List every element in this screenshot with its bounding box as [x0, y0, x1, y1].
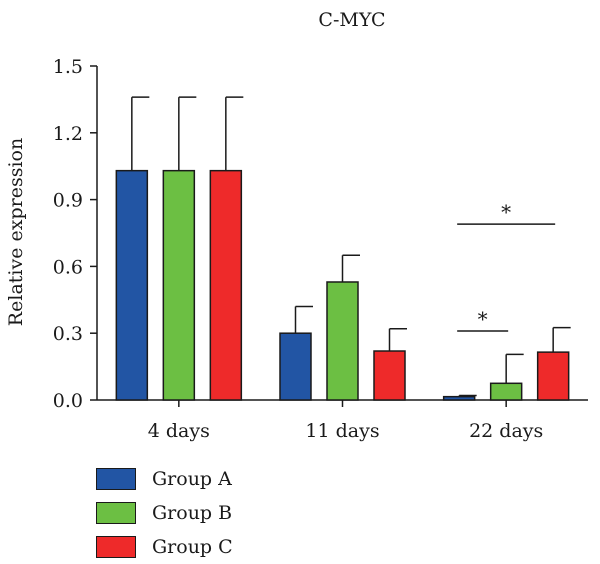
- x-tick-label: 4 days: [148, 420, 210, 442]
- bar: [162, 169, 196, 401]
- bar: [115, 169, 149, 401]
- significance-marker: *: [501, 200, 511, 224]
- legend-swatch-group-c: [96, 536, 136, 558]
- y-tick-label: 1.2: [53, 123, 83, 145]
- bar: [489, 382, 523, 401]
- legend-item-group-b: Group B: [96, 496, 233, 530]
- significance-marker: *: [478, 307, 488, 331]
- bar: [536, 351, 570, 401]
- bar: [326, 281, 359, 401]
- y-tick-label: 0.0: [53, 390, 83, 412]
- x-tick-label: 22 days: [469, 420, 543, 442]
- legend-swatch-group-b: [96, 502, 136, 524]
- x-tick-label: 11 days: [305, 420, 379, 442]
- y-tick-label: 1.5: [53, 56, 83, 78]
- legend-item-group-a: Group A: [96, 462, 233, 496]
- chart-title: C-MYC: [318, 9, 385, 31]
- y-tick-label: 0.9: [53, 190, 83, 212]
- legend-label-group-a: Group A: [152, 468, 232, 490]
- legend-label-group-b: Group B: [152, 502, 233, 524]
- bar: [373, 350, 406, 401]
- legend: Group A Group B Group C: [96, 462, 233, 564]
- bar: [209, 169, 243, 401]
- legend-label-group-c: Group C: [152, 536, 233, 558]
- bar: [442, 395, 476, 401]
- bar: [279, 332, 312, 401]
- y-tick-label: 0.3: [53, 323, 83, 345]
- y-tick-label: 0.6: [53, 256, 83, 278]
- legend-swatch-group-a: [96, 468, 136, 490]
- legend-item-group-c: Group C: [96, 530, 233, 564]
- y-axis-label: Relative expression: [5, 138, 27, 326]
